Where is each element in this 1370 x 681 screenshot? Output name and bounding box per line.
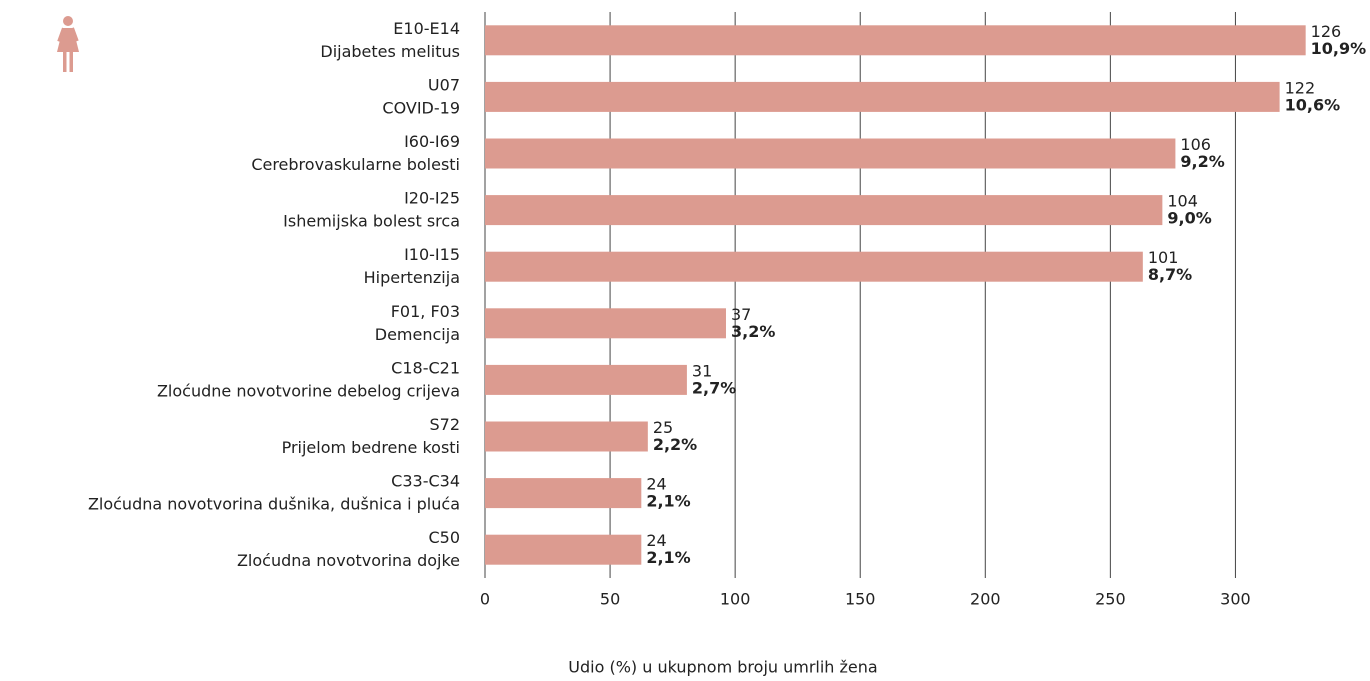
category-code: C33-C34 bbox=[391, 472, 460, 491]
x-tick-label: 200 bbox=[970, 590, 1001, 609]
value-label: 122 bbox=[1285, 78, 1316, 97]
bar bbox=[485, 138, 1176, 169]
category-label: Cerebrovaskularne bolesti bbox=[251, 155, 460, 174]
share-label: 2,7% bbox=[692, 378, 736, 397]
category-label: COVID-19 bbox=[382, 98, 460, 117]
category-code: S72 bbox=[429, 415, 460, 434]
bar bbox=[485, 534, 642, 565]
bar bbox=[485, 478, 642, 509]
share-label: 2,2% bbox=[653, 435, 697, 454]
bar bbox=[485, 251, 1143, 282]
category-label: Hipertenzija bbox=[364, 268, 460, 287]
category-label: Ishemijska bolest srca bbox=[283, 212, 460, 231]
category-label: Zloćudna novotvorina dojke bbox=[237, 551, 460, 570]
category-code: I60-I69 bbox=[404, 132, 460, 151]
share-label: 2,1% bbox=[646, 492, 690, 511]
share-label: 8,7% bbox=[1148, 265, 1192, 284]
bar bbox=[485, 81, 1280, 112]
category-label: Demencija bbox=[375, 325, 460, 344]
x-tick-label: 150 bbox=[845, 590, 876, 609]
category-code: I10-I15 bbox=[404, 245, 460, 264]
value-label: 104 bbox=[1167, 192, 1198, 211]
share-label: 9,2% bbox=[1180, 152, 1224, 171]
x-tick-label: 0 bbox=[480, 590, 490, 609]
x-tick-label: 300 bbox=[1220, 590, 1251, 609]
value-label: 37 bbox=[731, 305, 751, 324]
share-label: 10,9% bbox=[1311, 39, 1367, 58]
value-label: 24 bbox=[646, 531, 666, 550]
value-label: 101 bbox=[1148, 248, 1179, 267]
x-tick-label: 50 bbox=[600, 590, 620, 609]
bar bbox=[485, 308, 726, 339]
value-label: 126 bbox=[1311, 22, 1342, 41]
category-code: E10-E14 bbox=[393, 19, 460, 38]
female-icon bbox=[57, 16, 79, 72]
category-label: Zloćudna novotvorina dušnika, dušnica i … bbox=[88, 495, 460, 514]
value-label: 24 bbox=[646, 475, 666, 494]
bar bbox=[485, 195, 1163, 226]
bar bbox=[485, 421, 648, 452]
share-label: 2,1% bbox=[646, 548, 690, 567]
value-label: 25 bbox=[653, 418, 673, 437]
share-label: 9,0% bbox=[1167, 209, 1211, 228]
value-label: 106 bbox=[1180, 135, 1211, 154]
x-tick-label: 100 bbox=[720, 590, 751, 609]
category-label: Prijelom bedrene kosti bbox=[282, 438, 460, 457]
category-code: C50 bbox=[428, 528, 460, 547]
category-code: F01, F03 bbox=[391, 302, 460, 321]
x-tick-label: 250 bbox=[1095, 590, 1126, 609]
bar bbox=[485, 25, 1306, 56]
category-code: U07 bbox=[428, 75, 460, 94]
category-code: I20-I25 bbox=[404, 189, 460, 208]
share-label: 3,2% bbox=[731, 322, 775, 341]
category-label: Zloćudne novotvorine debelog crijeva bbox=[157, 381, 460, 400]
x-axis-label: Udio (%) u ukupnom broju umrlih žena bbox=[568, 658, 877, 677]
share-label: 10,6% bbox=[1285, 95, 1341, 114]
category-code: C18-C21 bbox=[391, 358, 460, 377]
value-label: 31 bbox=[692, 361, 712, 380]
category-label: Dijabetes melitus bbox=[320, 42, 460, 61]
bar bbox=[485, 364, 687, 395]
